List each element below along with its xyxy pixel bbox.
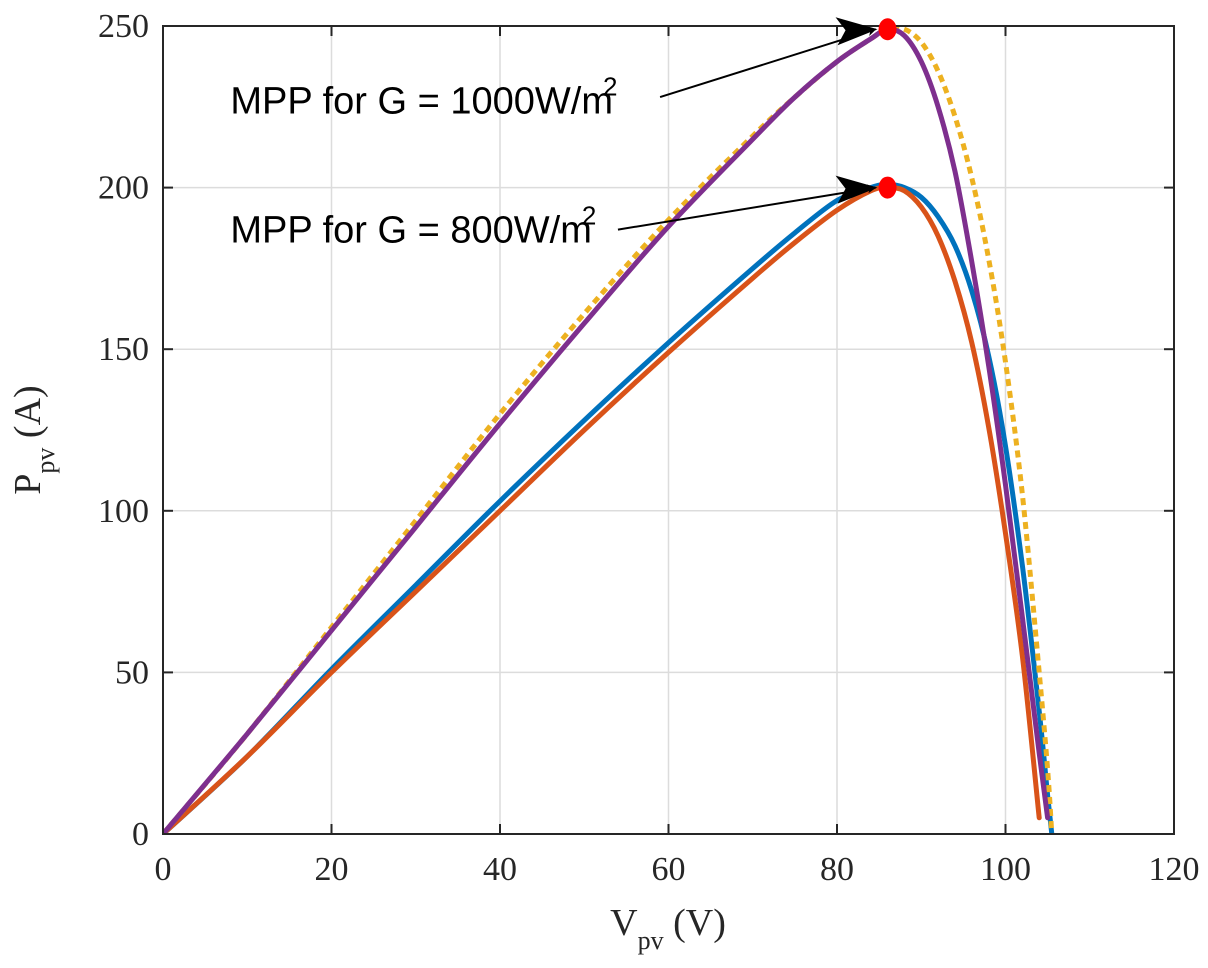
grid-lines bbox=[163, 26, 1174, 834]
mpp-point-2 bbox=[878, 176, 897, 199]
x-tick-labels: 0 20 40 60 80 100 120 bbox=[155, 851, 1200, 888]
mpp-arrow-2 bbox=[617, 184, 877, 231]
y-tick-label: 0 bbox=[132, 816, 149, 853]
x-axis-label: Vpv (V) bbox=[610, 902, 726, 955]
mpp-arrow-1 bbox=[659, 27, 877, 99]
x-tick-label: 20 bbox=[315, 851, 349, 888]
x-tick-label: 120 bbox=[1149, 851, 1200, 888]
x-tick-label: 60 bbox=[652, 851, 686, 888]
mpp-annotation-1: MPP for G = 1000W/m2 bbox=[230, 71, 617, 122]
y-tick-label: 250 bbox=[98, 8, 149, 45]
y-tick-label: 200 bbox=[98, 170, 149, 207]
y-axis-label: Ppv (A) bbox=[7, 385, 60, 494]
x-tick-label: 80 bbox=[820, 851, 854, 888]
annotations: MPP for G = 1000W/m2 MPP for G = 800W/m2 bbox=[230, 17, 878, 252]
series-line-4 bbox=[163, 26, 1051, 834]
y-tick-label: 150 bbox=[98, 331, 149, 368]
y-axis-label-unit: (A) bbox=[7, 385, 49, 447]
series-line-2 bbox=[163, 185, 1042, 834]
mpp-arrowhead-2 bbox=[835, 175, 878, 204]
mpp-markers bbox=[878, 18, 897, 199]
y-tick-labels: 0 50 100 150 200 250 bbox=[98, 8, 149, 853]
x-tick-label: 100 bbox=[980, 851, 1031, 888]
mpp-annotation-2: MPP for G = 800W/m2 bbox=[230, 201, 596, 252]
tick-marks bbox=[162, 25, 1175, 835]
mpp-arrowhead-1 bbox=[835, 17, 878, 46]
y-tick-label: 50 bbox=[115, 654, 149, 691]
y-axis-label-main: P bbox=[7, 474, 49, 495]
x-axis-label-main: V bbox=[610, 902, 638, 944]
x-axis-label-sub: pv bbox=[638, 926, 664, 955]
mpp-point-1 bbox=[878, 18, 897, 41]
x-tick-label: 40 bbox=[483, 851, 517, 888]
x-axis-label-unit: (V) bbox=[664, 902, 726, 944]
x-tick-label: 0 bbox=[155, 851, 172, 888]
y-axis-label-sub: pv bbox=[31, 448, 60, 474]
y-tick-label: 100 bbox=[98, 493, 149, 530]
series-line-3 bbox=[163, 26, 1055, 834]
